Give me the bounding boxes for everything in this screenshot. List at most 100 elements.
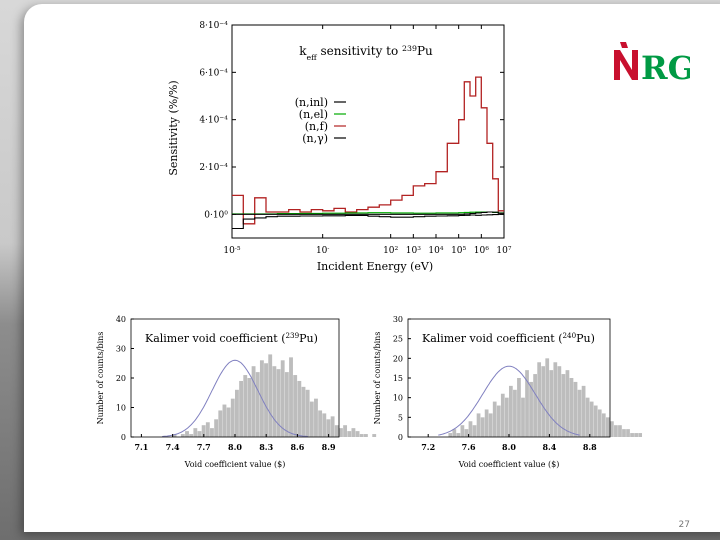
hist240-y-tick-label-1: 5	[398, 413, 403, 422]
hist240-y-tick-label-6: 30	[393, 315, 403, 324]
hist240-bar	[468, 421, 473, 437]
hist239-x-tick-label-2: 7.7	[197, 442, 211, 452]
hist239-bar	[180, 434, 185, 437]
hist240-bar	[610, 421, 614, 437]
hist240-y-tick-label-4: 20	[393, 354, 403, 363]
hist239-bar	[214, 419, 219, 437]
hist239-bar	[334, 425, 339, 437]
x-tick-label-4: 104	[428, 246, 443, 256]
hist239-bar	[201, 425, 206, 437]
hist240-x-axis-label: Void coefficient value ($)	[458, 460, 560, 469]
legend-label-2: (n,f)	[305, 120, 328, 133]
hist240-y-tick-label-0: 0	[398, 433, 403, 442]
hist240-bar	[521, 397, 525, 437]
hist240-bar	[557, 366, 562, 437]
x-axis-label: Incident Energy (eV)	[317, 260, 433, 273]
hist239-bar	[210, 428, 214, 437]
x-tick-label-7: 107	[496, 246, 511, 256]
hist240-bar	[585, 397, 590, 437]
hist239-x-tick-label-6: 8.9	[322, 442, 336, 452]
hist239-bar	[280, 360, 285, 437]
hist240-bar	[614, 425, 618, 437]
hist239-y-tick-label-2: 20	[116, 374, 126, 383]
hist240-bar	[589, 401, 594, 437]
hist239-x-tick-label-4: 8.3	[259, 442, 273, 452]
hist240-x-tick-label-0: 7.2	[421, 442, 435, 452]
legend-label-3: (n,γ)	[302, 132, 328, 145]
series-line-inl	[232, 211, 504, 215]
hist239-bar	[247, 378, 252, 437]
hist240-bar	[484, 409, 489, 437]
hist239-bar	[197, 431, 202, 437]
hist239-bar	[305, 389, 310, 437]
hist239-bar	[297, 380, 302, 437]
hist239-x-tick-label-3: 8.0	[228, 442, 242, 452]
hist240-bar	[533, 374, 537, 437]
x-tick-label-0: 10-5	[223, 246, 240, 256]
hist240-bar	[500, 393, 505, 437]
hist240-bar	[509, 385, 513, 437]
hist240-bar	[593, 405, 598, 437]
hist239-bar	[339, 428, 343, 437]
y-tick-label-2: 4·10−4	[199, 116, 228, 126]
hist239-y-tick-label-0: 0	[121, 433, 126, 442]
hist240-bar	[577, 389, 582, 437]
hist240-x-tick-label-1: 7.6	[462, 442, 476, 452]
hist239-bar	[322, 413, 327, 437]
hist239-bar	[359, 434, 364, 437]
hist240-y-tick-label-5: 25	[393, 335, 403, 344]
hist239-bar	[276, 369, 281, 437]
hist239-bar	[251, 366, 256, 437]
series-line-el	[232, 211, 504, 215]
hist239-bar	[301, 386, 306, 437]
hist239-x-tick-label-0: 7.1	[134, 442, 148, 452]
x-tick-label-3: 103	[406, 246, 421, 256]
nrg-logo: RG	[614, 42, 690, 86]
hist240-bar	[553, 362, 558, 437]
hist240-bar	[618, 425, 622, 437]
hist239-bar	[293, 375, 298, 437]
x-tick-label-6: 106	[474, 246, 489, 256]
hist239-y-tick-label-3: 30	[116, 345, 126, 354]
hist240-bar	[581, 385, 586, 437]
hist240-bar	[605, 417, 610, 437]
hist239-bar	[239, 380, 244, 437]
hist239-bar	[284, 372, 289, 437]
hist240-y-tick-label-2: 10	[393, 394, 403, 403]
hist240-bar	[529, 381, 533, 437]
hist240-bar	[464, 429, 469, 437]
hist239-bar	[235, 389, 239, 437]
hist240-x-tick-label-4: 8.8	[583, 442, 597, 452]
hist239-bar	[318, 410, 323, 437]
hist240-bar	[549, 370, 554, 437]
hist240-bar	[597, 409, 602, 437]
hist239-bar	[230, 398, 235, 437]
y-tick-label-1: 6·10−4	[199, 68, 228, 78]
hist239-bar	[243, 375, 248, 437]
logo-rg-text: RG	[641, 49, 690, 86]
hist240-title: Kalimer void coefficient (240Pu)	[422, 331, 595, 346]
hist239-bar	[289, 357, 293, 437]
hist239-bar	[205, 422, 210, 437]
y-tick-label-3: 2·10−4	[199, 163, 228, 173]
logo-n-mark	[614, 50, 638, 80]
hist239-bar	[351, 428, 356, 437]
hist239-bar	[264, 363, 268, 437]
hist240-bar	[565, 370, 570, 437]
hist239-x-tick-label-5: 8.6	[290, 442, 304, 452]
hist239-bar	[272, 366, 277, 437]
page-number: 27	[678, 520, 690, 530]
series-line-ng	[232, 213, 504, 230]
logo-accent-mark	[620, 42, 628, 48]
hist239-bar	[309, 401, 314, 437]
hist240-bar	[634, 433, 638, 437]
hist240-y-axis-label: Number of counts/bins	[373, 332, 382, 425]
hist240-y-tick-label-3: 15	[393, 374, 403, 383]
hist240-bar	[513, 389, 517, 437]
hist240-bar	[492, 401, 497, 437]
y-tick-label-0: 8·10−4	[199, 21, 228, 31]
hist240-bar	[480, 417, 485, 437]
hist240-x-tick-label-2: 8.0	[502, 442, 516, 452]
hist240-bar	[626, 429, 630, 437]
